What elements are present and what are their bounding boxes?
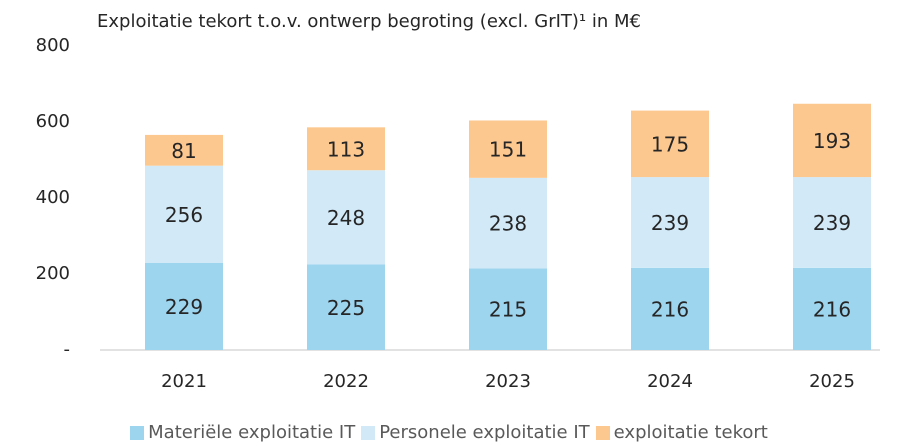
bar-segment: [307, 127, 385, 171]
bar-segment: [469, 268, 547, 350]
chart: Exploitatie tekort t.o.v. ontwerp begrot…: [36, 11, 880, 392]
data-label: 239: [651, 211, 689, 235]
y-tick-label: 600: [36, 111, 70, 132]
x-tick-label: 2024: [647, 371, 693, 392]
legend-swatch: [361, 425, 376, 440]
bar-segment: [469, 120, 547, 178]
y-tick-label: 400: [36, 187, 70, 208]
data-label: 215: [489, 298, 527, 322]
legend-label: Personele exploitatie IT: [379, 422, 590, 443]
bar-segment: [469, 177, 547, 269]
bar-segment: [145, 134, 223, 166]
data-label: 256: [165, 203, 203, 227]
legend-swatch: [595, 425, 610, 440]
data-label: 229: [165, 295, 203, 319]
y-tick-label: 800: [36, 35, 70, 56]
bar-segment: [145, 165, 223, 263]
data-label: 113: [327, 137, 365, 161]
x-tick-label: 2025: [809, 371, 855, 392]
legend-item: Materiële exploitatie IT: [130, 422, 355, 443]
y-tick-label: 200: [36, 263, 70, 284]
data-label: 225: [327, 296, 365, 320]
bar-segment: [631, 267, 709, 350]
legend-item: Personele exploitatie IT: [361, 422, 590, 443]
legend-label: Materiële exploitatie IT: [148, 422, 356, 443]
x-tick-label: 2022: [323, 371, 369, 392]
legend-item: exploitatie tekort: [595, 422, 768, 443]
data-label: 216: [813, 297, 851, 321]
legend-label: exploitatie tekort: [613, 422, 768, 443]
bar-segment: [145, 262, 223, 350]
data-label: 175: [651, 132, 689, 156]
legend-swatch: [130, 425, 145, 440]
data-label: 239: [813, 211, 851, 235]
x-tick-label: 2023: [485, 371, 531, 392]
x-tick-label: 2021: [161, 371, 207, 392]
data-label: 151: [489, 138, 527, 162]
bar-segment: [307, 170, 385, 265]
data-label: 216: [651, 297, 689, 321]
bar-segment: [307, 264, 385, 350]
y-tick-label: -: [64, 339, 71, 360]
bar-segment: [631, 110, 709, 178]
bar-segment: [793, 267, 871, 350]
data-label: 238: [489, 212, 527, 236]
bar-segment: [631, 177, 709, 268]
data-label: 248: [327, 206, 365, 230]
data-label: 193: [813, 129, 851, 153]
bar-segment: [793, 103, 871, 178]
data-label: 81: [171, 139, 196, 163]
chart-title: Exploitatie tekort t.o.v. ontwerp begrot…: [97, 11, 641, 32]
legend: Materiële exploitatie IT Personele exploi…: [0, 422, 904, 443]
bar-segment: [793, 177, 871, 268]
